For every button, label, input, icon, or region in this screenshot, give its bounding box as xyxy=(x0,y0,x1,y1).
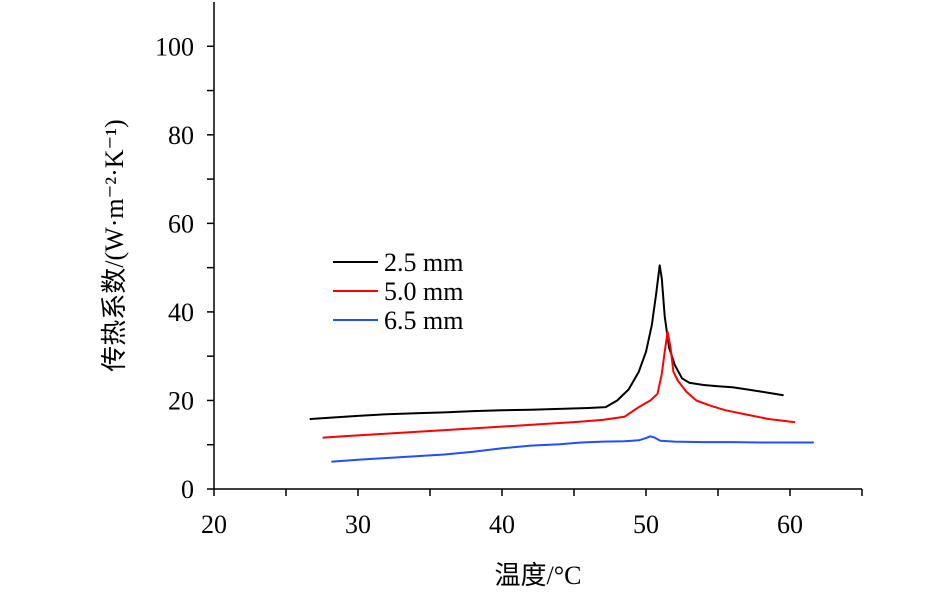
series-line-5-0-mm xyxy=(322,330,796,439)
legend-label-0: 2.5 mm xyxy=(384,248,463,277)
y-tick-label-100: 100 xyxy=(155,32,194,61)
x-tick-label-20: 20 xyxy=(201,510,227,539)
series-line-2-5-mm xyxy=(309,264,784,420)
y-axis-title: 传热系数/(W·m⁻²·K⁻¹) xyxy=(100,119,129,371)
x-tick-label-60: 60 xyxy=(777,510,803,539)
y-tick-label-80: 80 xyxy=(168,121,194,150)
y-tick-label-40: 40 xyxy=(168,298,194,327)
x-tick-label-30: 30 xyxy=(345,510,371,539)
legend-label-1: 5.0 mm xyxy=(384,277,463,306)
x-tick-label-40: 40 xyxy=(489,510,515,539)
x-axis-title: 温度/°C xyxy=(495,561,582,590)
y-tick-label-0: 0 xyxy=(181,475,194,504)
legend: 2.5 mm5.0 mm6.5 mm xyxy=(333,248,463,335)
series-line-6-5-mm xyxy=(331,435,814,463)
x-tick-label-50: 50 xyxy=(633,510,659,539)
series-group xyxy=(309,264,814,463)
y-tick-label-20: 20 xyxy=(168,386,194,415)
legend-label-2: 6.5 mm xyxy=(384,306,463,335)
y-tick-label-60: 60 xyxy=(168,209,194,238)
axes xyxy=(213,2,862,490)
